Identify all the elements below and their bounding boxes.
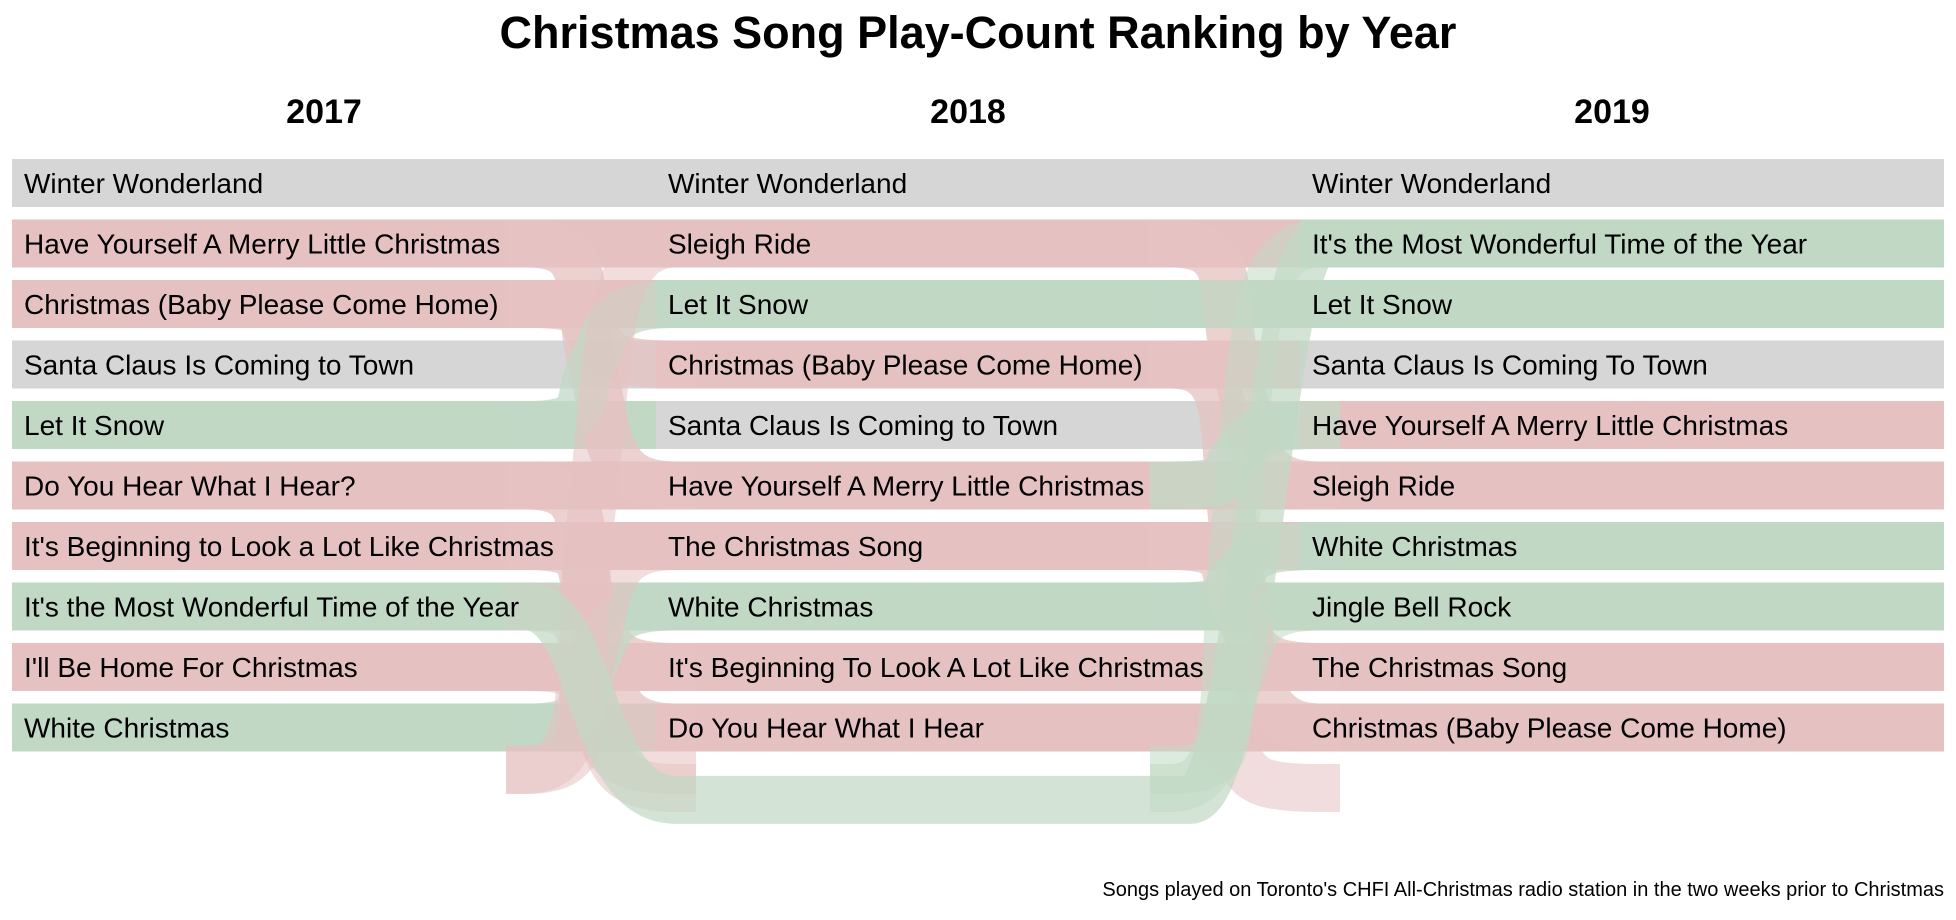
song-label: Christmas (Baby Please Come Home) [24, 289, 499, 320]
rank-bar-2017-1 [12, 159, 656, 207]
rank-bar-2019-3 [1300, 280, 1944, 328]
rank-bar-2018-5 [656, 401, 1300, 449]
song-label: Winter Wonderland [1312, 168, 1551, 199]
chart-note: Songs played on Toronto's CHFI All-Chris… [1102, 879, 1944, 901]
rank-bar-2018-1 [656, 159, 1300, 207]
rank-bar-2018-9 [656, 643, 1300, 691]
song-label: Let It Snow [1312, 289, 1453, 320]
song-label: Jingle Bell Rock [1312, 592, 1512, 623]
song-label: Let It Snow [668, 289, 809, 320]
song-label: Have Yourself A Merry Little Christmas [24, 229, 500, 260]
song-label: It's Beginning To Look A Lot Like Christ… [668, 652, 1204, 683]
song-label: The Christmas Song [668, 531, 923, 562]
rank-bar-2019-8 [1300, 582, 1944, 631]
song-label: Do You Hear What I Hear [668, 713, 984, 744]
song-label: It's the Most Wonderful Time of the Year [1312, 229, 1807, 260]
song-label: Santa Claus Is Coming To Town [1312, 350, 1708, 381]
song-label: Sleigh Ride [668, 229, 811, 260]
rank-bar-2019-9 [1300, 643, 1944, 691]
song-label: Christmas (Baby Please Come Home) [1312, 713, 1787, 744]
song-label: Have Yourself A Merry Little Christmas [1312, 410, 1788, 441]
song-label: White Christmas [24, 713, 229, 744]
year-header-2017: 2017 [286, 93, 362, 131]
song-label: Winter Wonderland [24, 168, 263, 199]
song-label: Do You Hear What I Hear? [24, 471, 356, 502]
rank-bar-2019-4 [1300, 340, 1944, 389]
song-label: Let It Snow [24, 410, 165, 441]
chart-title: Christmas Song Play-Count Ranking by Yea… [500, 7, 1457, 58]
song-label: It's Beginning to Look a Lot Like Christ… [24, 531, 554, 562]
song-label: White Christmas [1312, 531, 1517, 562]
rank-bar-2019-7 [1300, 522, 1944, 570]
rank-bar-2019-6 [1300, 461, 1944, 510]
rank-bar-2019-2 [1300, 219, 1944, 268]
song-label: I'll Be Home For Christmas [24, 652, 358, 683]
rank-bar-2019-10 [1300, 703, 1944, 752]
song-label: White Christmas [668, 592, 873, 623]
song-label: It's the Most Wonderful Time of the Year [24, 592, 519, 623]
song-label: Winter Wonderland [668, 168, 907, 199]
rank-bar-2019-5 [1300, 401, 1944, 449]
song-label: Santa Claus Is Coming to Town [668, 410, 1058, 441]
song-label: Sleigh Ride [1312, 471, 1455, 502]
year-header-2018: 2018 [930, 93, 1006, 131]
rank-links [506, 219, 1340, 824]
year-header-2019: 2019 [1574, 93, 1650, 131]
song-label: The Christmas Song [1312, 652, 1567, 683]
year-headers: 2017 2018 2019 [286, 93, 1650, 131]
song-label: Christmas (Baby Please Come Home) [668, 350, 1143, 381]
song-label: Santa Claus Is Coming to Town [24, 350, 414, 381]
rank-link-2017-2019-dropout [506, 219, 1334, 824]
rank-bar-2019-1 [1300, 159, 1944, 207]
song-labels: Winter Wonderland Have Yourself A Merry L… [24, 168, 1807, 744]
song-label: Have Yourself A Merry Little Christmas [668, 471, 1144, 502]
rank-bar-2017-4 [12, 340, 656, 389]
